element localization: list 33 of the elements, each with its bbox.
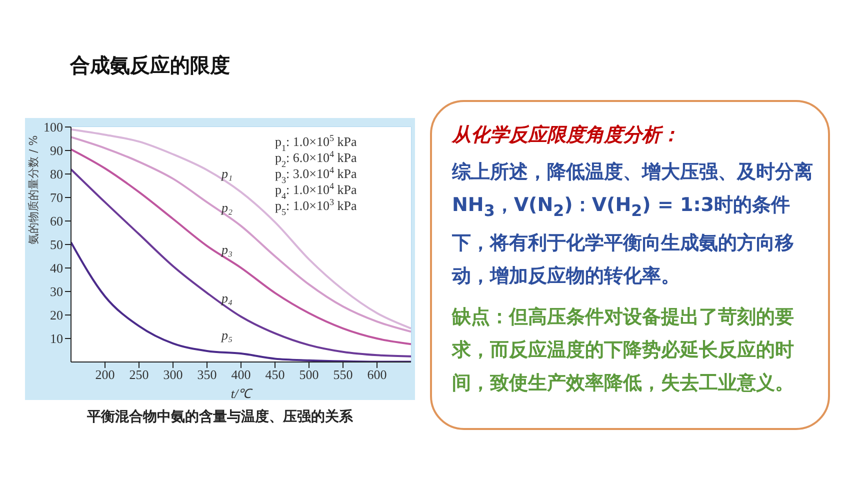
x-tick-label: 550 xyxy=(333,367,353,382)
x-tick-label: 500 xyxy=(299,367,319,382)
x-tick-label: 400 xyxy=(231,367,251,382)
x-tick-label: 300 xyxy=(163,367,183,382)
y-tick-label: 50 xyxy=(50,237,63,252)
x-tick-label: 450 xyxy=(265,367,285,382)
text: 从化学反应限度角度分析： xyxy=(452,123,681,148)
x-tick-label: 200 xyxy=(95,367,115,382)
series-label: p₅ xyxy=(220,328,233,343)
y-tick-label: 100 xyxy=(44,120,63,135)
x-axis-title: t/℃ xyxy=(230,386,254,401)
y-tick-label: 70 xyxy=(50,190,63,206)
annotation: p$_{1}$: 1.0×10$^{5}$ kPa xyxy=(275,133,358,153)
series-label: p₃ xyxy=(220,242,233,257)
y-tick-label: 90 xyxy=(50,143,63,158)
x-tick-label: 350 xyxy=(197,367,217,382)
y-tick-label: 80 xyxy=(50,166,63,182)
y-tick-label: 10 xyxy=(50,331,63,346)
chart-title: 合成氨反应的限度 xyxy=(70,52,230,79)
x-tick-label: 600 xyxy=(367,367,387,382)
y-tick-label: 20 xyxy=(50,308,63,323)
y-tick-label: 30 xyxy=(50,284,63,300)
y-tick-label: 60 xyxy=(50,214,63,229)
series-label: p₂ xyxy=(220,200,233,215)
text: 平衡混合物中氨的含量与温度、压强的关系 xyxy=(86,408,354,426)
y-axis-title: 氨的物质的量分数 / % xyxy=(26,135,40,244)
line-series xyxy=(71,168,411,358)
text: 综上所述，降低温度、增大压强、及时分离NH$_{3}$，V(N$_{2}$)：V(H$_{2}$) = 1:3时的条件下，将有利于化学平衡向生成氨的方向移动，增加反应物的转化率。 xyxy=(452,161,813,287)
x-tick-label: 250 xyxy=(129,367,149,382)
y-tick-label: 40 xyxy=(50,260,63,276)
series-label: p₁ xyxy=(220,166,233,182)
series-label: p₄ xyxy=(220,290,233,306)
text: 缺点：但高压条件对设备提出了苛刻的要求，而反应温度的下降势必延长反应的时间，致使生产效率降低，失去工业意义。 xyxy=(452,304,795,396)
